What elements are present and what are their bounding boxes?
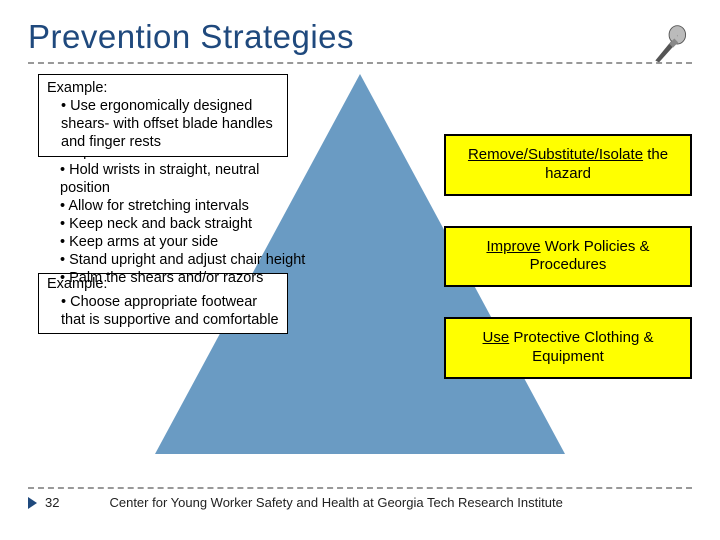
hierarchy-rest: Work Policies & Procedures — [530, 238, 650, 274]
examples-list: Examples: Hold wrists in straight, neutr… — [38, 143, 318, 288]
example-label: Example: — [47, 79, 279, 97]
hierarchy-underlined: Use — [483, 329, 510, 346]
list-item: Keep neck and back straight — [60, 215, 310, 233]
hierarchy-box-bottom: Use Protective Clothing & Equipment — [444, 317, 692, 379]
list-item: Stand upright and adjust chair height — [60, 251, 310, 269]
list-item: Choose appropriate footwear that is supp… — [61, 293, 279, 329]
list-item: Keep arms at your side — [60, 233, 310, 251]
footer-divider — [28, 487, 692, 489]
title-divider — [28, 62, 692, 64]
footer-text: Center for Young Worker Safety and Healt… — [109, 495, 562, 510]
hierarchy-box-middle: Improve Work Policies & Procedures — [444, 226, 692, 288]
list-item: Hold wrists in straight, neutral positio… — [60, 161, 310, 197]
hierarchy-boxes: Remove/Substitute/Isolate the hazard Imp… — [444, 134, 692, 409]
hierarchy-underlined: Improve — [486, 238, 540, 255]
list-item: Use ergonomically designed shears- with … — [61, 97, 279, 151]
slide: Prevention Strategies Example: Use ergon… — [0, 0, 720, 540]
hierarchy-box-top: Remove/Substitute/Isolate the hazard — [444, 134, 692, 196]
list-item: Palm the shears and/or razors — [60, 269, 310, 287]
page-marker-icon — [28, 497, 37, 509]
page-number: 32 — [45, 495, 59, 510]
page-title: Prevention Strategies — [28, 18, 692, 56]
list-item: Allow for stretching intervals — [60, 197, 310, 215]
microphone-icon — [648, 22, 692, 66]
content-area: Example: Use ergonomically designed shea… — [28, 74, 692, 474]
hierarchy-rest: Protective Clothing & Equipment — [513, 329, 653, 365]
example-box-top: Example: Use ergonomically designed shea… — [38, 74, 288, 157]
examples-column: Example: Use ergonomically designed shea… — [38, 74, 318, 334]
hierarchy-underlined: Remove/Substitute/Isolate — [468, 146, 643, 163]
footer: 32 Center for Young Worker Safety and He… — [28, 487, 692, 510]
